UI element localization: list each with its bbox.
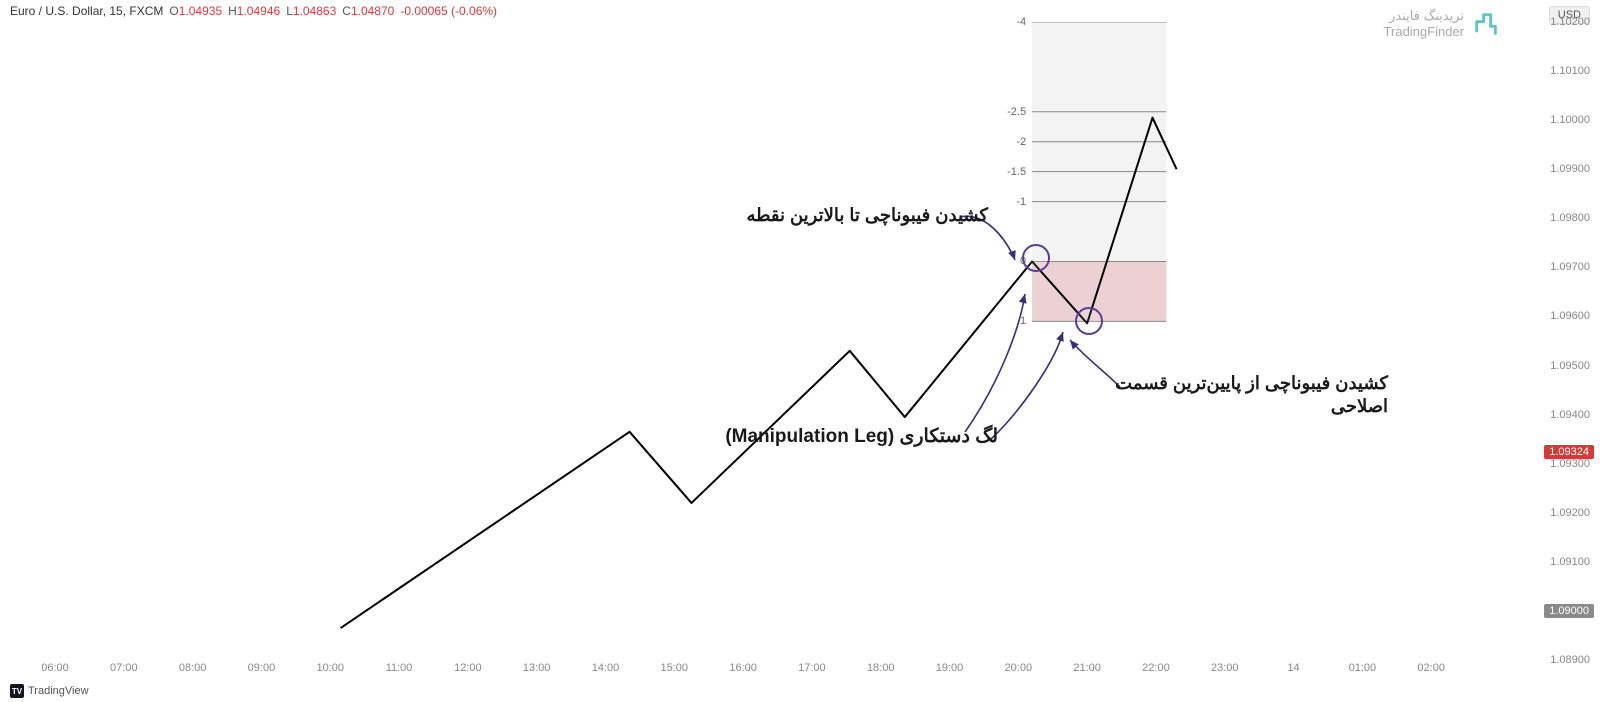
chart-header: Euro / U.S. Dollar, 15, FXCM O1.04935 H1… <box>10 4 497 18</box>
price-tick: 1.09100 <box>1550 556 1590 568</box>
time-tick: 23:00 <box>1211 662 1239 674</box>
price-tick: 1.09800 <box>1550 212 1590 224</box>
time-tick: 07:00 <box>110 662 138 674</box>
symbol-label: Euro / U.S. Dollar, 15, FXCM <box>10 4 163 18</box>
highlight-circle <box>1022 244 1050 272</box>
time-tick: 02:00 <box>1417 662 1445 674</box>
annotation-bot: کشیدن فیبوناچی از پایین‌ترین قسمت اصلاحی <box>1098 372 1388 419</box>
price-tick: 1.09700 <box>1550 261 1590 273</box>
time-tick: 06:00 <box>41 662 69 674</box>
price-tick: 1.10100 <box>1550 65 1590 77</box>
time-tick: 11:00 <box>386 662 413 674</box>
time-tick: 18:00 <box>867 662 895 674</box>
time-tick: 15:00 <box>661 662 689 674</box>
price-tick: 1.09200 <box>1550 507 1590 519</box>
annotation-top: کشیدن فیبوناچی تا بالاترین نقطه <box>728 204 988 227</box>
price-tick: 1.09600 <box>1550 310 1590 322</box>
time-tick: 01:00 <box>1349 662 1377 674</box>
time-tick: 13:00 <box>523 662 551 674</box>
time-tick: 12:00 <box>454 662 482 674</box>
time-tick: 17:00 <box>798 662 826 674</box>
time-tick: 14 <box>1287 662 1299 674</box>
chart-area: 01-1-1.5-2-2.5-4 کشیدن فیبوناچی تا بالات… <box>0 22 1530 660</box>
annotation-mid: لگ دستکاری (Manipulation Leg) <box>658 425 998 450</box>
time-tick: 09:00 <box>248 662 276 674</box>
time-axis: 06:00 07:00 08:00 09:00 10:00 11:00 12:00 13:00… <box>0 662 1530 682</box>
time-tick: 16:00 <box>729 662 757 674</box>
fib-level-label: -1.5 <box>1007 166 1026 178</box>
fib-level-label: -2.5 <box>1007 106 1026 118</box>
tradingview-footer: TV TradingView <box>10 684 89 698</box>
time-tick: 22:00 <box>1142 662 1170 674</box>
price-tick: 1.10200 <box>1550 16 1590 28</box>
price-tick: 1.08900 <box>1550 654 1590 666</box>
tradingview-label: TradingView <box>28 685 89 697</box>
price-tick: 1.09500 <box>1550 360 1590 372</box>
time-tick: 08:00 <box>179 662 207 674</box>
fib-level-label: 1 <box>1020 315 1026 327</box>
fib-level-label: -4 <box>1016 16 1026 28</box>
time-tick: 10:00 <box>316 662 344 674</box>
price-badge: 1.09000 <box>1544 604 1594 618</box>
fib-level-label: -1 <box>1016 196 1026 208</box>
tradingview-icon: TV <box>10 684 24 698</box>
time-tick: 20:00 <box>1005 662 1033 674</box>
price-badge: 1.09324 <box>1544 445 1594 459</box>
price-tick: 1.09300 <box>1550 458 1590 470</box>
change-value: -0.00065 (-0.06%) <box>400 4 497 18</box>
fib-level-label: -2 <box>1016 136 1026 148</box>
price-tick: 1.09900 <box>1550 163 1590 175</box>
time-tick: 14:00 <box>592 662 620 674</box>
time-tick: 21:00 <box>1073 662 1101 674</box>
highlight-circle <box>1075 307 1103 335</box>
time-tick: 19:00 <box>936 662 964 674</box>
price-tick: 1.09400 <box>1550 409 1590 421</box>
price-tick: 1.10000 <box>1550 114 1590 126</box>
price-axis: 1.102001.101001.100001.099001.098001.097… <box>1530 22 1600 662</box>
